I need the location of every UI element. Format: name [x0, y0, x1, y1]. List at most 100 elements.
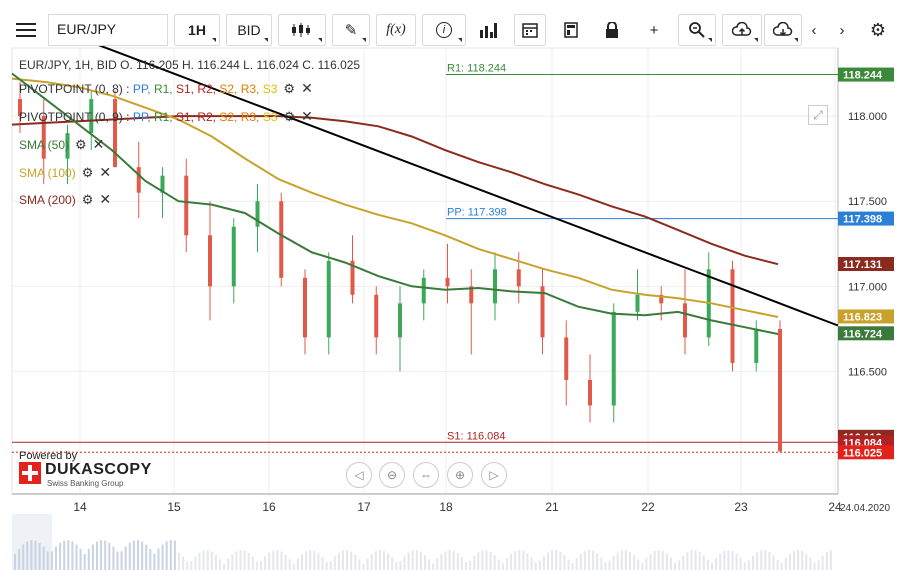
calendar-button[interactable] [514, 14, 546, 46]
navigator-bar [776, 559, 779, 570]
gear-icon[interactable]: ⚙ [81, 192, 94, 207]
settings-button[interactable]: ⚙ [864, 14, 892, 46]
nav-back-button[interactable]: ◁ [346, 462, 372, 488]
download-button[interactable] [764, 14, 802, 46]
function-button[interactable]: f(x) [376, 14, 416, 46]
draw-button[interactable]: ✎ [332, 14, 370, 46]
navigator-bar [366, 558, 369, 570]
navigator-bar [620, 550, 623, 570]
navigator-bar [132, 540, 135, 570]
legend-row: SMA (100) ⚙ ✕ [19, 164, 111, 181]
reset-icon: ⇔ [420, 468, 432, 482]
upload-button[interactable] [722, 14, 762, 46]
navigator-bar [333, 556, 336, 570]
navigator-bar [813, 562, 816, 570]
navigator-bar [469, 560, 472, 570]
scroll-left-button[interactable]: ‹ [802, 14, 826, 46]
nav-zoom-out-button[interactable]: ⊖ [379, 462, 405, 488]
navigator-bar [67, 540, 70, 570]
crosshair-button[interactable]: + [638, 14, 670, 46]
candles-button[interactable] [278, 14, 326, 46]
navigator-bar [456, 553, 459, 570]
navigator-bar [358, 559, 361, 570]
candle-body [231, 226, 236, 287]
price-chart[interactable]: 118.000 117.500 117.000 116.500 14 15 16 17 18 21… [0, 46, 904, 570]
price-tag [838, 445, 894, 460]
menu-icon[interactable] [10, 14, 42, 46]
navigator-bar [661, 550, 664, 570]
navigator-bar [780, 562, 783, 570]
navigator-bar [272, 550, 275, 570]
candle-body [326, 260, 331, 338]
gear-icon[interactable]: ⚙ [81, 165, 94, 180]
candle-body [65, 133, 70, 159]
navigator-bar [592, 550, 595, 570]
navigator-bar [793, 551, 795, 570]
scroll-right-button[interactable]: › [830, 14, 854, 46]
close-icon[interactable]: ✕ [301, 80, 313, 96]
candle-body [445, 277, 450, 287]
legend-name: PIVOTPOINT (0, 8) [19, 82, 123, 96]
legend-level: R2, [197, 110, 220, 124]
gear-icon[interactable]: ⚙ [283, 81, 296, 96]
legend-level: S3 [262, 110, 278, 124]
navigator-bar [231, 554, 234, 570]
calculator-icon [564, 22, 578, 38]
navigator-bar [702, 555, 705, 570]
info-button[interactable]: i [422, 14, 466, 46]
zoom-icon [689, 22, 705, 38]
navigator-bar [395, 561, 398, 570]
navigator-bar [296, 558, 299, 570]
x-tick-label: 21 [545, 500, 559, 514]
bar-chart-button[interactable] [472, 14, 504, 46]
candle-body [184, 175, 189, 236]
price-tag [838, 67, 894, 82]
calculator-button[interactable] [554, 14, 588, 46]
navigator-bar [448, 550, 451, 570]
nav-reset-button[interactable]: ⇔ [413, 462, 439, 488]
navigator-bar [600, 557, 603, 570]
navigator-bar [485, 550, 488, 570]
navigator-bar [571, 563, 574, 570]
navigator-bar [575, 558, 578, 570]
navigator-bar [542, 556, 545, 570]
brand-sub: Swiss Banking Group [47, 479, 124, 488]
navigator-bar [22, 544, 25, 570]
close-icon[interactable]: ✕ [301, 108, 313, 124]
nav-forward-button[interactable]: ▷ [481, 462, 507, 488]
gear-icon[interactable]: ⚙ [75, 137, 87, 152]
series-line [11, 115, 779, 266]
zoom-button[interactable] [678, 14, 716, 46]
close-icon[interactable]: ✕ [99, 164, 112, 180]
navigator-bar [452, 550, 455, 570]
navigator-bar [551, 550, 554, 570]
candle-body [398, 303, 402, 338]
instrument-selector[interactable]: EUR/JPY [48, 14, 168, 46]
navigator-bar [342, 550, 344, 570]
chart-area[interactable]: 118.000 117.500 117.000 116.500 14 15 16 17 18 21… [0, 46, 904, 570]
navigator-bar [645, 558, 648, 570]
calendar-icon [522, 23, 538, 38]
gear-icon[interactable]: ⚙ [283, 109, 296, 124]
upload-icon [732, 22, 752, 36]
price-tag-label: 117.131 [843, 259, 882, 271]
navigator-bar [829, 550, 832, 570]
close-icon[interactable]: ✕ [92, 136, 105, 152]
navigator-bar [743, 562, 746, 570]
brand-name: DUKASCOPY [45, 461, 152, 478]
y-tick-label: 118.000 [848, 111, 887, 123]
navigator-bar [604, 562, 607, 570]
nav-zoom-in-button[interactable]: ⊕ [447, 462, 473, 488]
navigator-bar [383, 550, 385, 570]
timeframe-button[interactable]: 1H [174, 14, 220, 46]
candle-body [374, 294, 379, 338]
close-icon[interactable]: ✕ [99, 191, 112, 207]
side-button[interactable]: BID [226, 14, 272, 46]
navigator-bar [477, 552, 480, 570]
legend-row: SMA (50) ⚙ ✕ [19, 136, 104, 153]
navigator-bar [206, 550, 209, 570]
navigator-bar [731, 550, 734, 570]
navigator-bar [616, 552, 619, 570]
expand-icon[interactable]: ⤢ [808, 105, 828, 125]
lock-button[interactable] [596, 14, 628, 46]
